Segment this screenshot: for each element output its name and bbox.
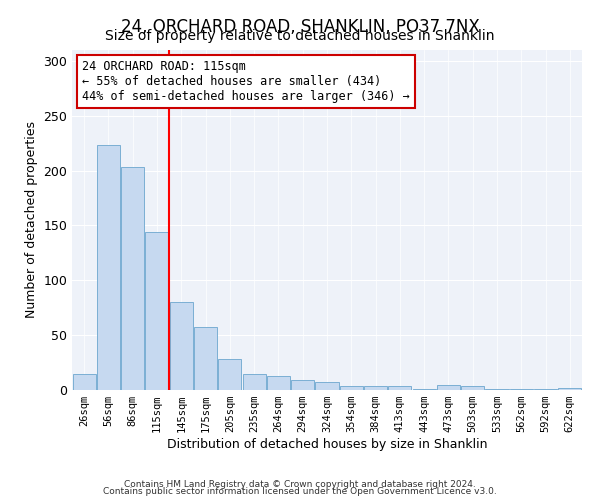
Bar [218,360,241,390]
Y-axis label: Number of detached properties: Number of detached properties [25,122,38,318]
Bar [291,380,314,390]
Bar [534,389,557,390]
Text: 24 ORCHARD ROAD: 115sqm
← 55% of detached houses are smaller (434)
44% of semi-d: 24 ORCHARD ROAD: 115sqm ← 55% of detache… [82,60,410,103]
Bar [316,382,338,390]
Text: Contains HM Land Registry data © Crown copyright and database right 2024.: Contains HM Land Registry data © Crown c… [124,480,476,489]
Bar [242,374,266,390]
X-axis label: Distribution of detached houses by size in Shanklin: Distribution of detached houses by size … [167,438,487,451]
Bar [121,168,144,390]
Bar [437,384,460,390]
Bar [559,388,581,390]
Bar [73,374,95,390]
Bar [170,302,193,390]
Bar [413,389,436,390]
Text: 24, ORCHARD ROAD, SHANKLIN, PO37 7NX: 24, ORCHARD ROAD, SHANKLIN, PO37 7NX [121,18,479,36]
Bar [461,386,484,390]
Bar [145,232,169,390]
Bar [97,146,120,390]
Bar [485,389,509,390]
Text: Contains public sector information licensed under the Open Government Licence v3: Contains public sector information licen… [103,487,497,496]
Bar [510,389,533,390]
Bar [194,328,217,390]
Bar [340,386,363,390]
Bar [388,386,412,390]
Bar [364,386,387,390]
Bar [267,376,290,390]
Text: Size of property relative to detached houses in Shanklin: Size of property relative to detached ho… [105,29,495,43]
